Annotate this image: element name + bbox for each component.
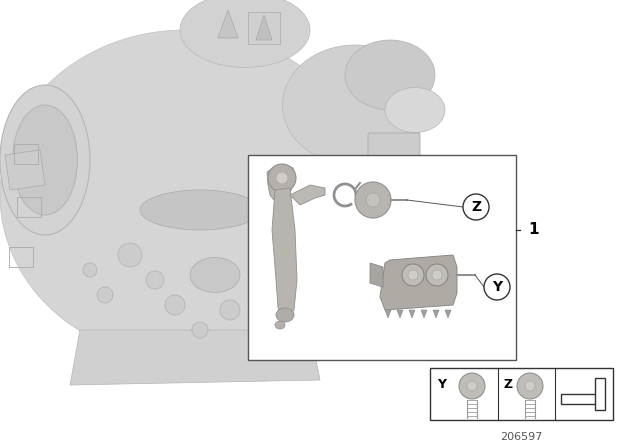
Circle shape: [165, 295, 185, 315]
Circle shape: [366, 193, 380, 207]
Polygon shape: [267, 168, 282, 200]
Polygon shape: [370, 263, 383, 287]
Circle shape: [432, 270, 442, 280]
Ellipse shape: [180, 0, 310, 68]
Polygon shape: [397, 310, 403, 318]
Circle shape: [146, 271, 164, 289]
Circle shape: [408, 270, 418, 280]
Text: 206597: 206597: [500, 432, 543, 442]
Polygon shape: [5, 150, 45, 190]
Ellipse shape: [345, 40, 435, 110]
Polygon shape: [421, 310, 427, 318]
Circle shape: [467, 381, 477, 391]
Text: Y: Y: [492, 280, 502, 294]
Bar: [430, 368, 613, 420]
Circle shape: [463, 194, 489, 220]
Polygon shape: [256, 15, 272, 40]
Text: Y: Y: [437, 378, 446, 391]
Polygon shape: [380, 255, 457, 310]
Circle shape: [355, 182, 391, 218]
Text: Z: Z: [471, 200, 481, 214]
Bar: [595, 378, 605, 410]
Ellipse shape: [0, 30, 370, 360]
Circle shape: [97, 287, 113, 303]
Ellipse shape: [385, 87, 445, 133]
Circle shape: [118, 243, 142, 267]
Circle shape: [220, 300, 240, 320]
Circle shape: [459, 373, 485, 399]
Ellipse shape: [276, 308, 294, 322]
Circle shape: [484, 274, 510, 300]
Ellipse shape: [13, 105, 77, 215]
Circle shape: [268, 164, 296, 192]
Circle shape: [402, 264, 424, 286]
Text: 1: 1: [528, 223, 538, 237]
Polygon shape: [278, 165, 295, 195]
Bar: [248, 12, 280, 44]
Polygon shape: [218, 10, 238, 38]
Ellipse shape: [275, 321, 285, 329]
Ellipse shape: [282, 45, 428, 165]
Circle shape: [426, 264, 448, 286]
Polygon shape: [433, 310, 439, 318]
Bar: [248, 155, 516, 360]
Circle shape: [192, 322, 208, 338]
Ellipse shape: [140, 190, 260, 230]
Circle shape: [517, 373, 543, 399]
Circle shape: [525, 381, 535, 391]
Polygon shape: [70, 330, 320, 385]
Circle shape: [276, 172, 288, 184]
Polygon shape: [272, 188, 297, 318]
Polygon shape: [409, 310, 415, 318]
FancyBboxPatch shape: [368, 133, 420, 175]
Text: Z: Z: [503, 378, 512, 391]
Polygon shape: [290, 185, 325, 205]
Ellipse shape: [190, 258, 240, 293]
Polygon shape: [445, 310, 451, 318]
Ellipse shape: [0, 85, 90, 235]
Circle shape: [83, 263, 97, 277]
Polygon shape: [385, 310, 391, 318]
Bar: [561, 394, 599, 404]
